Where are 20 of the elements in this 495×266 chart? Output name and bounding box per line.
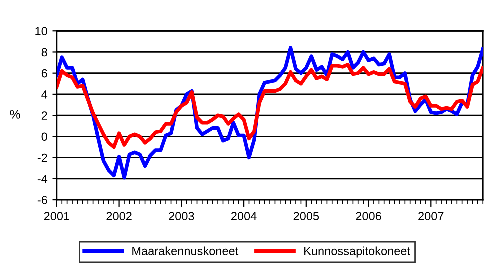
y-tick-label: 0 <box>42 132 48 142</box>
x-tick-label: 2002 <box>106 212 132 221</box>
y-tick-label: 6 <box>42 69 48 78</box>
line-series <box>56 63 484 150</box>
x-tick-label: 2005 <box>294 212 320 221</box>
y-tick-label: 10 <box>36 27 48 36</box>
x-tick-label: 2004 <box>232 212 257 221</box>
y-tick-label: -6 <box>38 196 48 204</box>
x-tick-label: 2001 <box>44 212 70 221</box>
y-tick-label: -2 <box>38 154 48 162</box>
y-tick-label: 4 <box>42 90 48 99</box>
y-axis-title: % <box>10 110 20 119</box>
legend-label: Maarakennuskoneet <box>132 246 239 256</box>
x-tick-label: 2007 <box>418 212 444 221</box>
y-tick-label: -4 <box>38 175 48 184</box>
legend-label: Kunnossapitokoneet <box>304 246 410 258</box>
y-tick-label: 2 <box>42 112 48 120</box>
x-tick-label: 2006 <box>356 212 382 221</box>
x-tick-label: 2003 <box>169 212 194 221</box>
y-tick-label: 8 <box>42 48 48 57</box>
